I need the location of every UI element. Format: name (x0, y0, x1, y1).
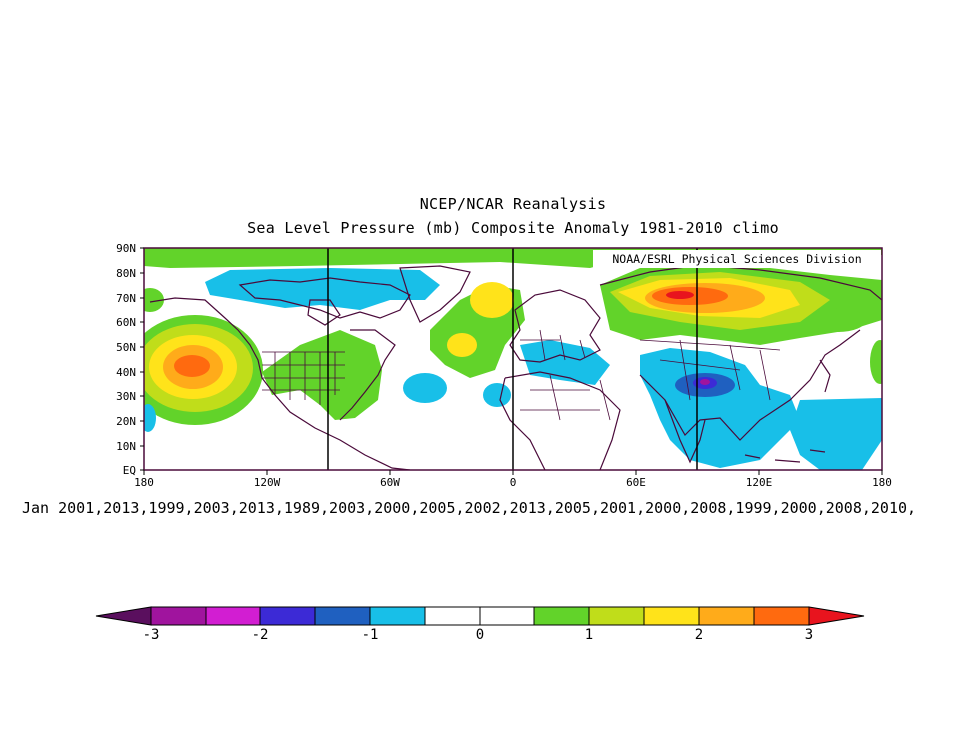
tibet-neg4 (700, 379, 710, 385)
chart-title: NCEP/NCAR Reanalysis (419, 195, 607, 213)
dateline-positive (144, 288, 164, 312)
anomaly-fields (144, 248, 882, 470)
lat-label: 30N (116, 390, 136, 403)
mid-atlantic-negative (403, 373, 447, 403)
north-atlantic-pos3 (447, 333, 477, 357)
colorbar-label: 1 (584, 627, 594, 643)
lat-label: 90N (116, 242, 136, 255)
lon-label: 180 (134, 476, 154, 489)
colorbar-bin (314, 606, 371, 626)
west-pacific-negative (790, 398, 882, 470)
india-coast (664, 399, 706, 464)
lon-label: 0 (509, 476, 517, 489)
lat-label: EQ (122, 464, 136, 477)
lon-label: 120W (253, 476, 281, 489)
lat-label: 40N (116, 366, 136, 379)
composite-years: Jan 2001,2013,1999,2003,2013,1989,2003,2… (22, 499, 917, 517)
colorbar-label: -3 (142, 627, 160, 643)
lon-label: 120E (745, 476, 773, 489)
colorbar-bin (424, 606, 481, 626)
colorbar-bin (698, 606, 755, 626)
colorbar-label: 0 (475, 627, 485, 643)
colorbar-bin (150, 606, 207, 626)
colorbar-bin (259, 606, 316, 626)
axis-ticks (140, 247, 883, 475)
lat-label: 50N (116, 341, 136, 354)
east-america-positive (262, 330, 382, 420)
africa-coast (499, 371, 621, 470)
colorbar (95, 606, 865, 626)
colorbar-bin (205, 606, 261, 626)
pacific-anomaly-pos5 (174, 355, 210, 377)
lon-label: 180 (872, 476, 892, 489)
north-atlantic-pos2 (470, 282, 514, 318)
lat-label: 70N (116, 292, 136, 305)
asia-borders (639, 339, 781, 401)
canada-arctic-coast (238, 277, 411, 319)
lat-label: 20N (116, 415, 136, 428)
colorbar-bin (533, 606, 590, 626)
colorbar-label: 3 (804, 627, 814, 643)
colorbar-bin (479, 606, 535, 626)
colorbar-bin (753, 606, 810, 626)
siberia-pos6 (666, 291, 694, 299)
lon-label: 60E (626, 476, 646, 489)
east-atlantic-negative (483, 383, 511, 407)
coastlines (149, 264, 882, 470)
reference-meridians (327, 248, 698, 470)
lat-label: 10N (116, 440, 136, 453)
japan-coast (819, 359, 831, 393)
colorbar-label: -1 (361, 627, 379, 643)
lat-label: 80N (116, 267, 136, 280)
greenland-coast (399, 265, 471, 323)
colorbar-bin (643, 606, 700, 626)
lat-label: 60N (116, 316, 136, 329)
europe-negative (520, 340, 610, 385)
credit-label: NOAA/ESRL Physical Sciences Division (593, 250, 881, 268)
northwest-pacific-positive (810, 308, 866, 332)
lon-label: 60W (380, 476, 400, 489)
arctic-canada-negative (205, 268, 440, 310)
colorbar-underflow-triangle (95, 606, 152, 626)
far-west-pacific-positive (870, 340, 882, 384)
chart-subtitle: Sea Level Pressure (mb) Composite Anomal… (247, 219, 779, 237)
us-states-grid (262, 351, 345, 405)
europe-borders (520, 329, 611, 421)
asia-indian-negative (640, 348, 800, 468)
dateline-negative (144, 404, 156, 432)
indonesia-coast (744, 449, 826, 463)
europe-coast (509, 289, 601, 363)
colorbar-label: 2 (694, 627, 704, 643)
colorbar-bin (588, 606, 645, 626)
colorbar-label: -2 (251, 627, 269, 643)
colorbar-overflow-triangle (808, 606, 865, 626)
asia-coast (599, 264, 882, 441)
hudson-bay (307, 299, 341, 326)
colorbar-bin (369, 606, 426, 626)
